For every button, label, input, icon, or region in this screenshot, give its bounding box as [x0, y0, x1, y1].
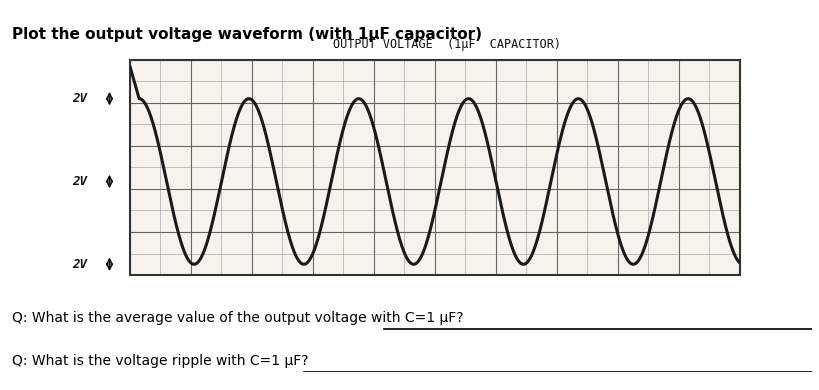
Text: Q: What is the average value of the output voltage with C=1 μF?: Q: What is the average value of the outp…: [12, 311, 464, 325]
Text: 2V: 2V: [73, 175, 88, 188]
Text: OUTPUT VOLTAGE  (1μF  CAPACITOR): OUTPUT VOLTAGE (1μF CAPACITOR): [333, 38, 560, 51]
Text: Plot the output voltage waveform (with 1μF capacitor): Plot the output voltage waveform (with 1…: [12, 27, 482, 42]
Text: Q: What is the voltage ripple with C=1 μF?: Q: What is the voltage ripple with C=1 μ…: [12, 354, 309, 368]
Text: 2V: 2V: [73, 258, 88, 271]
Text: 2V: 2V: [73, 92, 88, 105]
